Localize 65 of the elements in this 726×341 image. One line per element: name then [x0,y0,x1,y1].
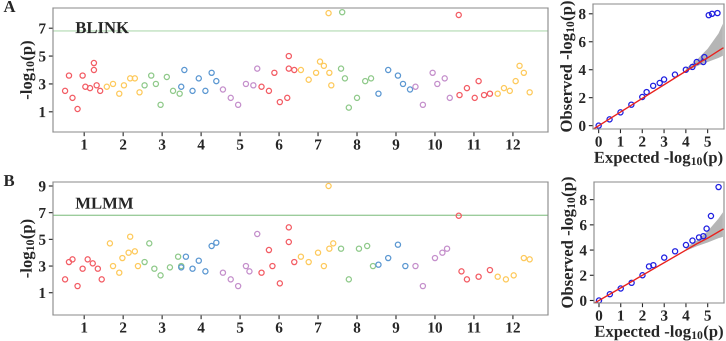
y-tick-label: 6 [578,36,586,48]
x-tick-label: 4 [198,139,205,150]
x-tick-label: 3 [158,139,166,150]
x-tick-label: 11 [468,322,480,333]
y-tick-label: 1 [40,107,46,118]
x-tick-label: 11 [468,139,480,150]
x-tick-label: 6 [276,322,282,333]
x-tick-label: 6 [276,139,282,150]
x-tick-label: 10 [428,139,442,150]
text: MLMM [76,198,134,209]
x-tick-label: 10 [428,322,442,333]
x-axis-title: Expected -log$_{10}$(p) [594,151,722,166]
x-tick-label: 4 [682,136,690,147]
x-tick-label: 5 [704,310,711,321]
y-tick-label: 6 [580,220,587,230]
x-tick-label: 2 [639,136,646,147]
x-axis-title: Expected -log$_{10}$(p) [594,325,723,340]
x-tick-label: 12 [506,322,520,333]
x-tick-label: 5 [704,136,711,147]
y-tick-label: 7 [39,208,46,218]
x-tick-label: 9 [392,139,400,150]
x-tick-label: 1 [82,139,88,150]
chart-title: B [4,175,14,186]
y-tick-label: 0 [579,120,586,132]
x-tick-label: 12 [506,139,520,150]
x-tick-label: 7 [315,322,322,333]
y-tick-label: 5 [39,234,46,245]
y-tick-label: 2 [579,92,586,103]
x-tick-label: 2 [120,139,126,150]
y-tick-label: 3 [38,79,46,90]
x-tick-label: 1 [618,310,624,321]
x-tick-label: 1 [618,136,624,147]
x-tick-label: 4 [198,322,205,333]
x-tick-label: 2 [639,310,646,321]
x-tick-label: 1 [82,322,88,333]
x-tick-label: 9 [392,322,400,333]
y-tick-label: 4 [580,245,587,256]
x-tick-label: 7 [315,140,322,150]
y-tick-label: 9 [38,181,46,192]
chart-title: A [4,1,16,12]
x-tick-label: 5 [236,322,244,333]
y-tick-label: 7 [39,24,46,34]
y-tick-label: 4 [578,64,586,76]
x-tick-label: 3 [158,322,166,333]
y-axis-title: -log$_{10}$(p) [20,41,36,100]
x-tick-label: 8 [354,322,360,333]
y-tick-label: 0 [580,296,586,306]
x-tick-label: 3 [660,136,668,147]
x-tick-label: 5 [236,140,244,150]
x-tick-label: 3 [660,310,668,321]
y-tick-label: 3 [38,261,46,272]
y-axis-title: Observed -log$_{10}$(p) [560,1,576,132]
x-tick-label: 2 [120,322,126,333]
y-tick-label: 2 [580,270,586,281]
y-tick-label: 1 [40,288,46,298]
x-tick-label: 8 [354,139,360,150]
x-tick-label: 0 [596,310,602,321]
y-axis-title: -log$_{10}$(p) [20,220,36,278]
y-tick-label: 8 [580,194,587,206]
y-tick-label: 5 [39,51,46,62]
text: BLINK [76,22,129,34]
y-axis-title: Observed -log$_{10}$(p) [561,177,576,308]
x-tick-label: 0 [595,136,602,147]
y-tick-label: 8 [578,8,586,20]
x-tick-label: 4 [682,310,690,321]
